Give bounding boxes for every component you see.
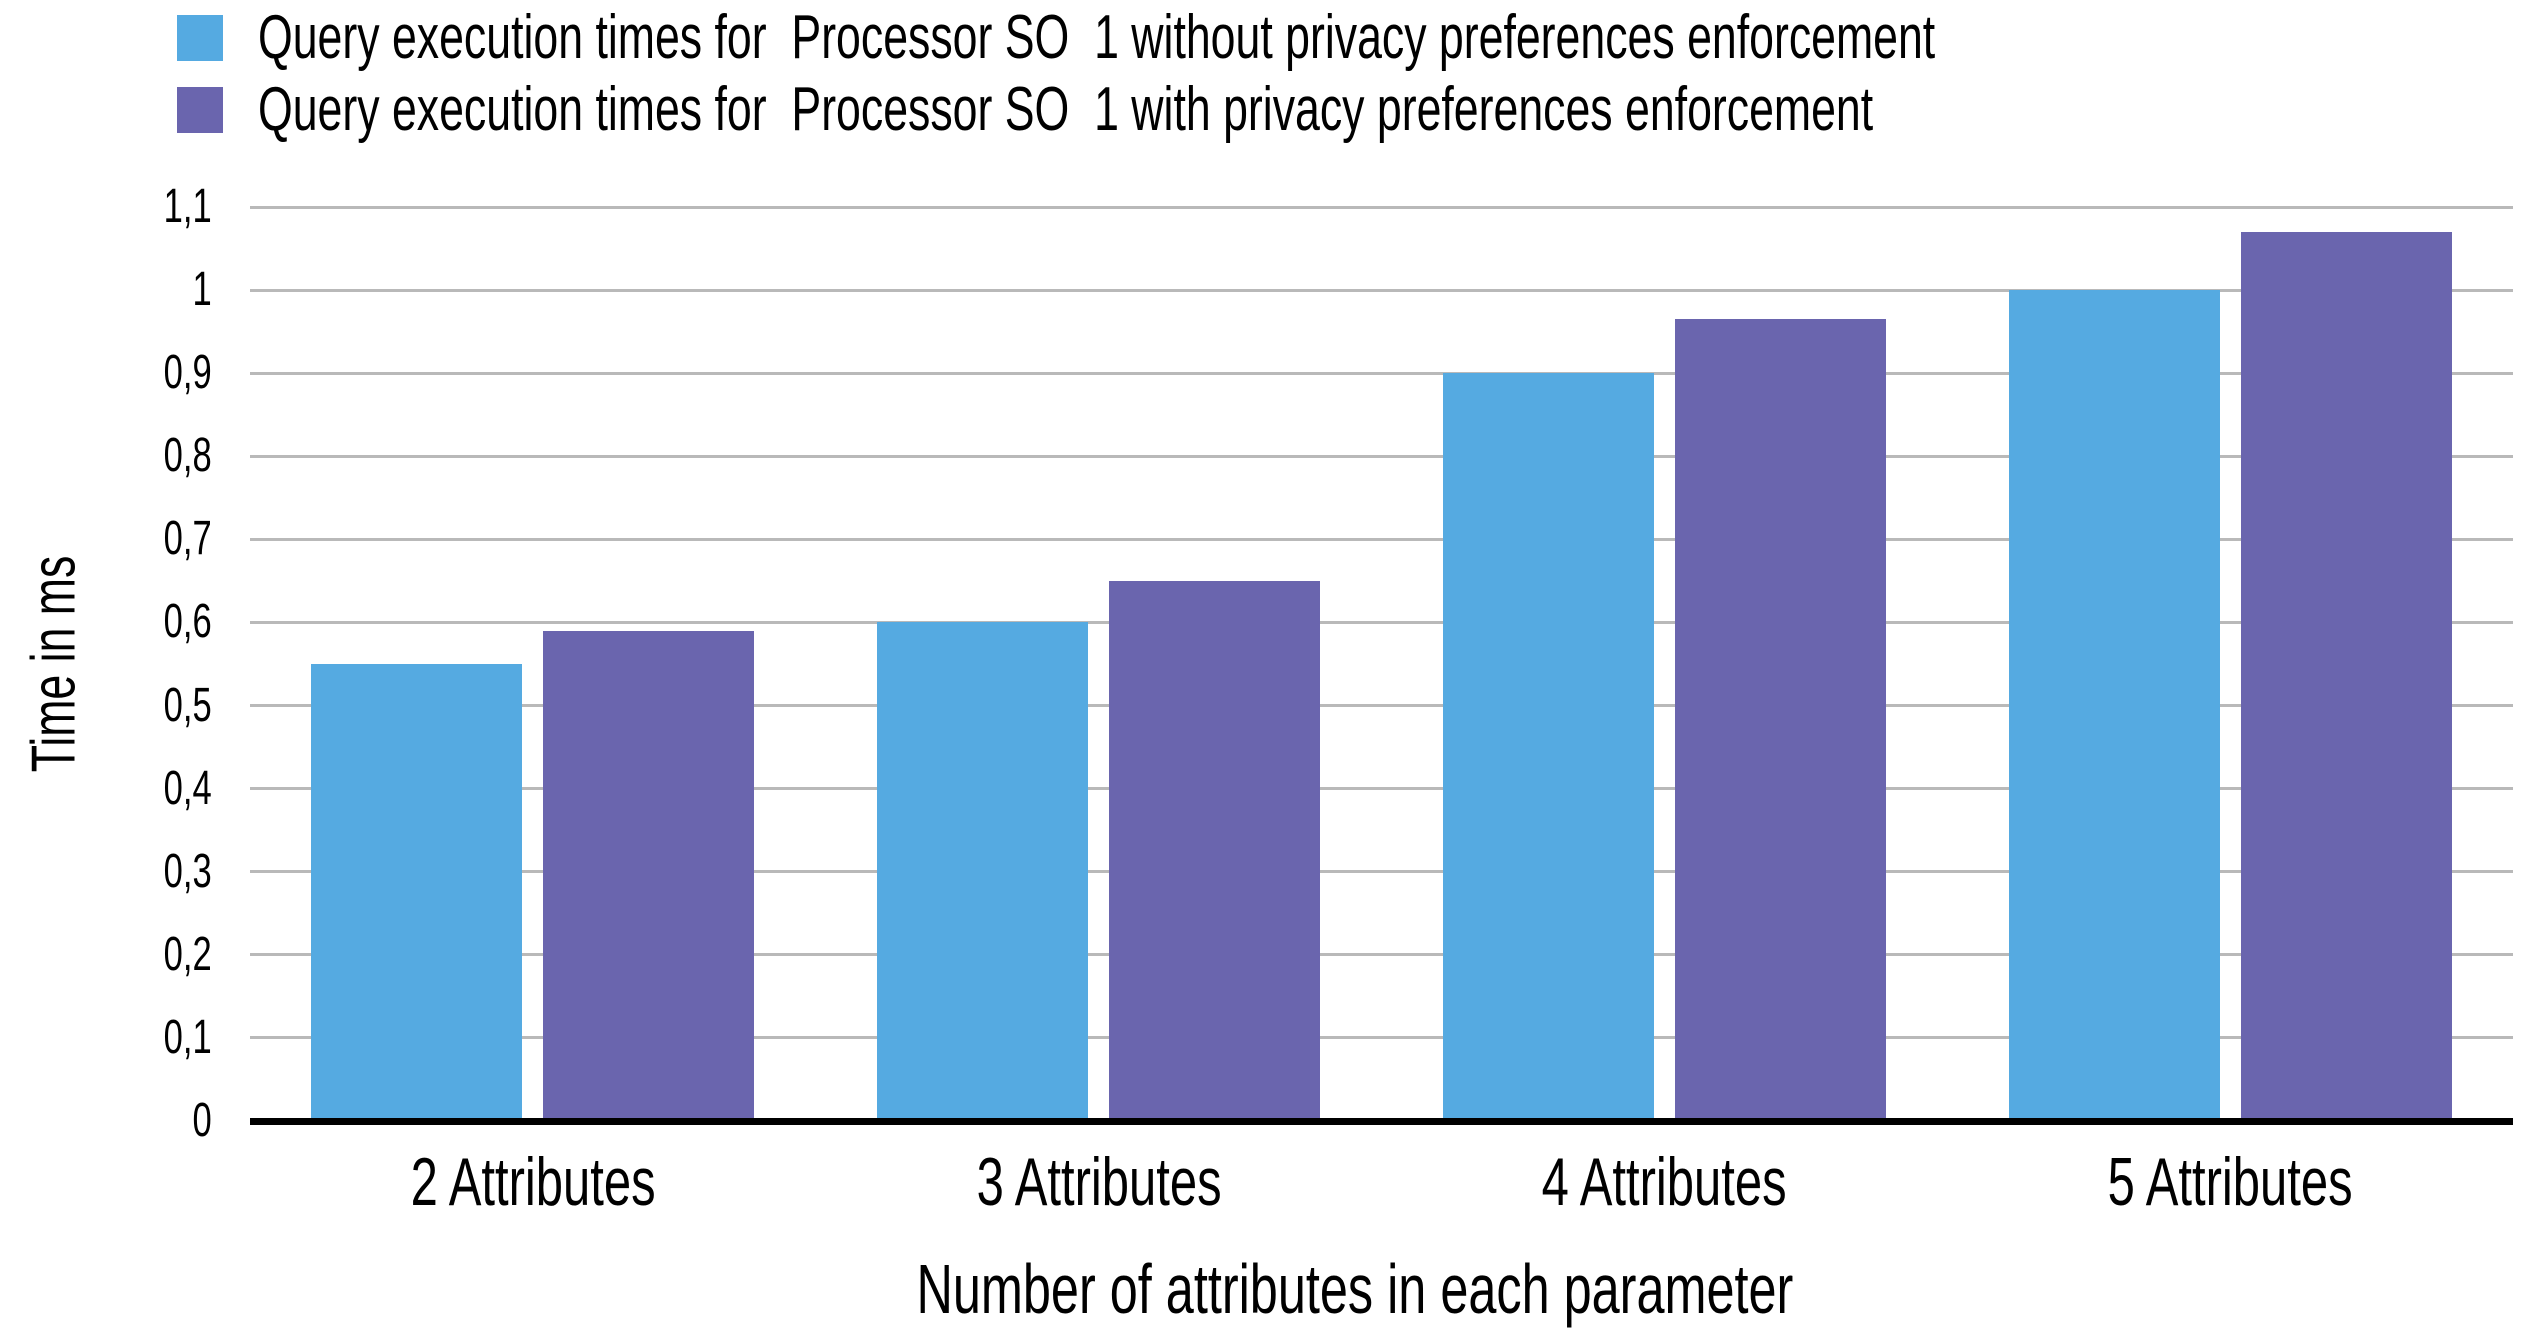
x-tick-label-3: 4 Attributes	[1364, 1147, 1964, 1217]
x-tick-text: 2 Attributes	[410, 1144, 656, 1220]
legend-item-1: Query execution times for Processor SO 1…	[177, 2, 2524, 74]
x-tick-label-4: 5 Attributes	[1930, 1147, 2524, 1217]
y-tick-text: 0,4	[163, 761, 212, 815]
y-tick-label-2: 0,2	[0, 925, 212, 985]
bar-series2-3-attributes	[1109, 580, 1321, 1121]
gridline-1,1	[250, 205, 2513, 209]
legend-swatch-2	[177, 87, 223, 133]
y-tick-text: 0,3	[163, 844, 212, 898]
y-tick-label-5: 0,5	[0, 676, 212, 736]
chart-legend: Query execution times for Processor SO 1…	[177, 2, 2524, 146]
y-tick-text: 0,6	[163, 595, 212, 649]
gridline-0,6	[250, 620, 2513, 624]
gridline-1	[250, 288, 2513, 292]
bar-series1-4-attributes	[1442, 373, 1654, 1121]
y-tick-text: 0,8	[163, 429, 212, 483]
legend-label-2: Query execution times for Processor SO 1…	[258, 75, 1874, 144]
y-tick-text: 0,2	[163, 927, 212, 981]
y-tick-label-1: 0,1	[0, 1008, 212, 1068]
y-tick-label-4: 0,4	[0, 759, 212, 819]
x-axis-title: Number of attributes in each parameter	[555, 1252, 2155, 1326]
gridline-0,7	[250, 537, 2513, 541]
x-tick-text: 3 Attributes	[976, 1144, 1222, 1220]
bar-series2-2-attributes	[543, 630, 755, 1121]
x-tick-text: 4 Attributes	[1541, 1144, 1787, 1220]
y-tick-text: 0,5	[163, 678, 212, 732]
y-tick-text: 1	[192, 263, 212, 317]
gridline-0,8	[250, 454, 2513, 458]
y-tick-label-10: 1	[0, 260, 212, 320]
gridline-0,5	[250, 704, 2513, 708]
y-tick-text: 1,1	[163, 180, 212, 233]
y-tick-label-9: 0,9	[0, 343, 212, 403]
y-tick-label-0: 0	[0, 1091, 212, 1151]
gridline-0,3	[250, 870, 2513, 874]
y-tick-text: 0	[192, 1094, 212, 1147]
bar-series1-3-attributes	[877, 622, 1089, 1121]
y-tick-label-8: 0,8	[0, 426, 212, 486]
legend-label-1: Query execution times for Processor SO 1…	[258, 3, 1936, 72]
x-tick-text: 5 Attributes	[2107, 1144, 2353, 1220]
gridline-0,2	[250, 953, 2513, 957]
bar-series1-2-attributes	[311, 664, 523, 1121]
y-axis-title-text: Time in ms	[19, 555, 89, 773]
legend-item-2: Query execution times for Processor SO 1…	[177, 74, 2524, 146]
x-axis-title-text: Number of attributes in each parameter	[916, 1250, 1794, 1328]
y-tick-text: 0,7	[163, 512, 212, 566]
y-tick-label-11: 1,1	[0, 177, 212, 237]
bar-series2-4-attributes	[1674, 319, 1886, 1121]
plot-area	[250, 205, 2513, 1125]
y-tick-text: 0,9	[163, 346, 212, 400]
bar-series2-5-attributes	[2240, 231, 2452, 1121]
y-tick-label-6: 0,6	[0, 592, 212, 652]
y-tick-label-7: 0,7	[0, 509, 212, 569]
x-tick-label-1: 2 Attributes	[233, 1147, 833, 1217]
gridline-0,1	[250, 1036, 2513, 1040]
gridline-0,9	[250, 371, 2513, 375]
y-tick-text: 0,1	[163, 1010, 212, 1064]
x-tick-label-2: 3 Attributes	[799, 1147, 1399, 1217]
y-tick-label-3: 0,3	[0, 842, 212, 902]
legend-swatch-1	[177, 15, 223, 61]
x-axis-line	[250, 1118, 2513, 1125]
gridline-0,4	[250, 787, 2513, 791]
bar-series1-5-attributes	[2008, 290, 2220, 1121]
